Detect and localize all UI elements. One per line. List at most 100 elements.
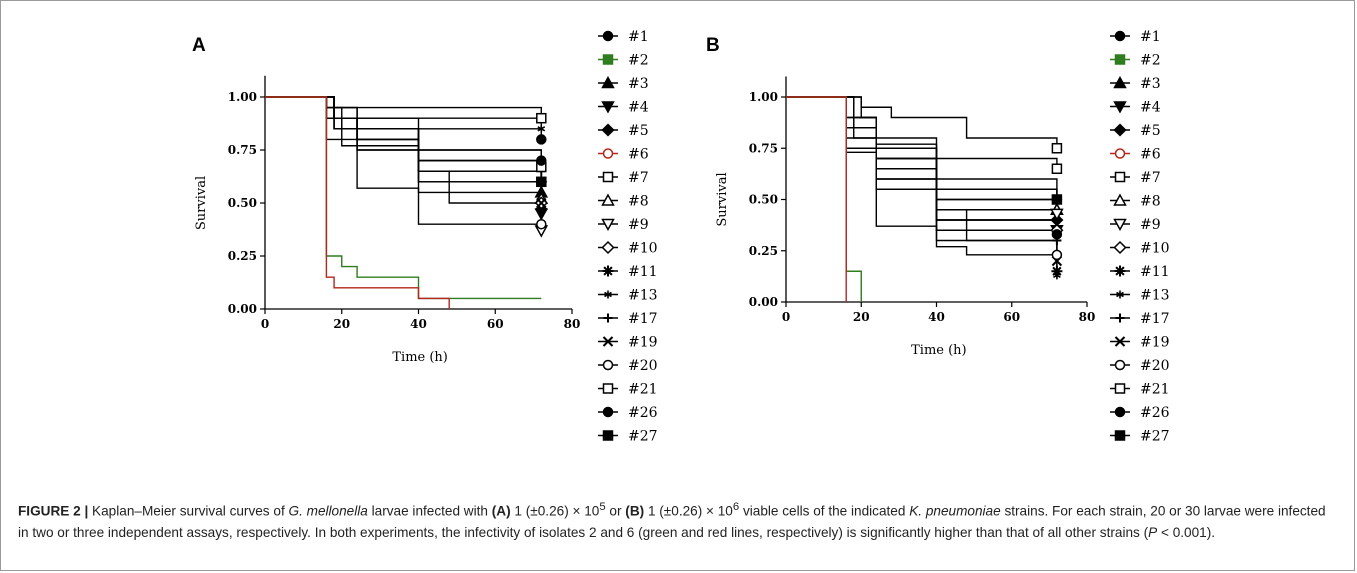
legend-marker: [1114, 336, 1126, 347]
x-axis-title: Time (h): [911, 343, 967, 358]
legend-marker: [1114, 171, 1126, 183]
legend-marker: [1114, 30, 1126, 42]
x-tick-label: 0: [261, 317, 269, 331]
legend-item: #10: [598, 241, 658, 257]
legend-marker: [1113, 75, 1127, 89]
legend-label: #8: [628, 194, 649, 210]
x-tick-label: 60: [1003, 310, 1020, 324]
legend-label: #17: [1140, 311, 1170, 327]
series-end-marker: [1051, 194, 1063, 205]
y-tick-label: 0.00: [228, 302, 257, 316]
legend-marker: [1114, 406, 1126, 418]
panel-b: B 0.00 0.25 0.50 0.75 1.00 0 20 40 60 80 Time (h) Su…: [706, 29, 1170, 445]
legend-marker: [602, 54, 614, 65]
legend-marker: [601, 101, 615, 114]
legend-item: #2: [1110, 53, 1161, 69]
legend-item: #13: [598, 288, 658, 304]
legend-item: #11: [1110, 264, 1170, 280]
legend: #1 #2 #3 #4 #5 #6 #7 #8 #9 #10 #11 #13 #17 #19 #20 #21 #…: [1110, 29, 1170, 445]
legend-label: #7: [1140, 170, 1161, 186]
legend-marker: [603, 266, 613, 276]
legend-label: #9: [628, 217, 649, 233]
series-line-13: [786, 96, 1058, 276]
legend-marker: [1114, 54, 1126, 65]
y-tick-label: 0.25: [749, 244, 778, 258]
legend-label: #20: [1140, 358, 1170, 374]
series-line-6: [786, 96, 847, 302]
x-axis-title: Time (h): [392, 350, 448, 365]
legend-marker: [601, 75, 615, 89]
y-tick-label: 0.25: [228, 249, 257, 263]
legend-marker: [602, 336, 614, 347]
legend-item: #4: [1110, 100, 1161, 116]
legend-label: #26: [1140, 405, 1170, 421]
legend-label: #19: [1140, 335, 1170, 351]
legend-label: #9: [1140, 217, 1161, 233]
legend-item: #27: [1110, 429, 1170, 445]
legend-item: #9: [1110, 217, 1161, 233]
series-line-7: [786, 96, 1058, 149]
legend-marker: [1113, 193, 1127, 206]
legend-marker: [1113, 240, 1127, 255]
legend-label: #21: [1140, 382, 1170, 398]
legend-item: #3: [1110, 75, 1161, 92]
x-tick-label: 80: [564, 317, 581, 331]
legend-label: #27: [628, 429, 658, 445]
legend-item: #9: [598, 217, 649, 233]
y-tick-label: 1.00: [749, 90, 778, 104]
legend-label: #21: [628, 382, 658, 398]
legend-marker: [601, 218, 615, 232]
series-line-26: [786, 96, 1058, 235]
legend-label: #20: [628, 358, 658, 374]
survival-figure: A 0.00 0.25 0.50 0.75 1.00 0 20 40 60 80 Time (h) Su…: [192, 29, 1170, 445]
legend-item: #3: [598, 75, 649, 92]
y-tick-label: 0.75: [749, 141, 778, 155]
legend-label: #26: [628, 405, 658, 421]
legend-marker: [1114, 430, 1126, 441]
series-end-marker: [536, 134, 547, 145]
legend-label: #5: [1140, 123, 1161, 139]
legend-label: #5: [628, 123, 649, 139]
legend-label: #2: [1140, 53, 1161, 69]
legend-item: #11: [598, 264, 658, 280]
legend-item: #26: [598, 405, 658, 421]
series-line-3: [265, 96, 542, 193]
legend-item: #27: [598, 429, 658, 445]
y-tick-label: 0.00: [749, 295, 778, 309]
legend-marker: [602, 30, 614, 42]
x-tick-label: 80: [1079, 310, 1096, 324]
series-end-marker: [536, 176, 547, 188]
x-tick-label: 40: [928, 310, 945, 324]
series-line-11: [786, 96, 1058, 272]
legend-label: #11: [1140, 264, 1170, 280]
legend-label: #8: [1140, 194, 1161, 210]
legend-item: #20: [1110, 358, 1170, 374]
series-line-2: [265, 96, 542, 300]
series-end-marker: [1053, 272, 1061, 279]
legend-item: #17: [598, 311, 658, 327]
series-end-marker: [536, 197, 547, 209]
legend-item: #19: [598, 335, 658, 351]
legend-item: #8: [1110, 193, 1161, 210]
legend-item: #6: [598, 147, 649, 163]
legend-marker: [602, 148, 614, 159]
legend-item: #1: [1110, 29, 1161, 45]
legend-label: #1: [628, 29, 649, 45]
legend-item: #21: [1110, 382, 1170, 398]
series-end-marker: [536, 155, 547, 166]
legend-marker: [602, 383, 614, 394]
series-line-13: [265, 96, 542, 129]
legend-item: #4: [598, 100, 649, 116]
legend-label: #6: [1140, 147, 1161, 163]
legend-marker: [602, 359, 614, 371]
legend-item: #8: [598, 193, 649, 210]
legend-marker: [602, 406, 614, 418]
x-tick-label: 20: [333, 317, 350, 331]
legend-label: #7: [628, 170, 649, 186]
legend-marker: [1114, 383, 1126, 394]
y-tick-label: 0.50: [228, 196, 257, 210]
legend-label: #13: [1140, 288, 1170, 304]
series-end-marker: [537, 126, 546, 132]
y-tick-label: 0.75: [228, 143, 257, 157]
